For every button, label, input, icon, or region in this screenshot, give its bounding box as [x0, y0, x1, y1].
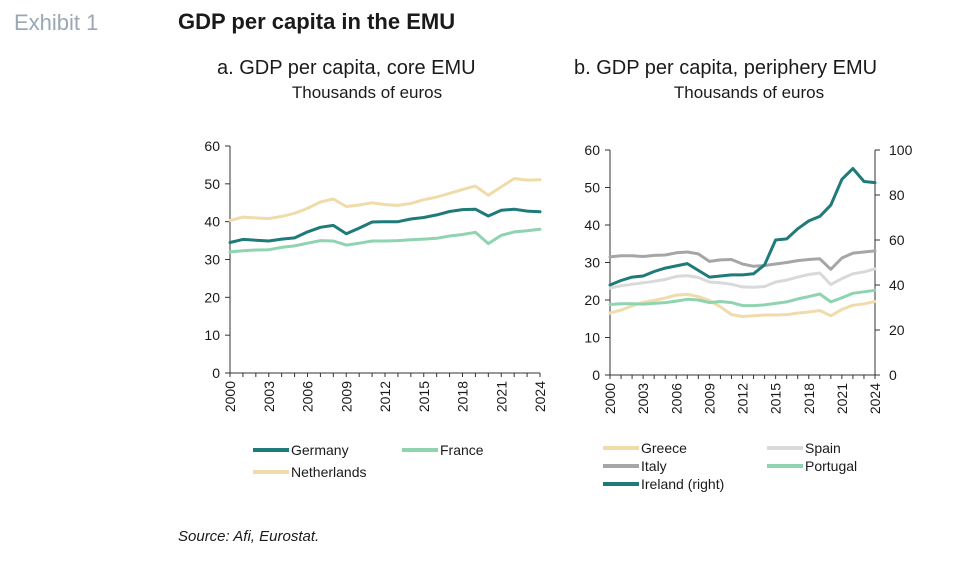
chart-a-x-tick-label: 2000 — [222, 381, 238, 412]
chart-a-y-tick-label: 40 — [204, 214, 220, 230]
chart-a-series-netherlands — [228, 177, 542, 222]
chart-b-x-tick-label: 2003 — [635, 383, 651, 414]
chart-b-y-tick-label: 50 — [584, 180, 600, 196]
legend-italy-label: Italy — [641, 458, 667, 474]
chart-a-y-tick-label: 60 — [204, 138, 220, 154]
chart-b-x-tick-label: 2021 — [834, 383, 850, 414]
source-note: Source: Afi, Eurostat. — [178, 528, 320, 545]
exhibit-label: Exhibit 1 — [14, 10, 99, 35]
chart-b-x-tick-label: 2000 — [602, 383, 618, 414]
legend-ireland: Ireland (right) — [603, 476, 724, 492]
chart-a-x-tick-label: 2003 — [261, 381, 277, 412]
page-title: GDP per capita in the EMU — [178, 9, 456, 34]
chart-b-y-tick-label: 30 — [584, 255, 600, 271]
chart-b-x-tick-label: 2015 — [768, 383, 784, 414]
legend-greece-swatch — [603, 446, 639, 450]
chart-b-series-spain — [608, 267, 877, 290]
legend-ireland-label: Ireland (right) — [641, 476, 725, 492]
chart-a-x-tick-label: 2018 — [455, 381, 471, 412]
chart-a-x-tick-label: 2015 — [416, 381, 432, 412]
chart-b-y2-tick-label: 100 — [889, 142, 913, 158]
legend-italy: Italy — [603, 458, 667, 474]
chart-b-y-tick-label: 60 — [584, 142, 600, 158]
legend-germany-label: Germany — [291, 442, 349, 458]
chart-a-x-tick-label: 2006 — [300, 381, 316, 412]
chart-a-y-tick-label: 10 — [204, 327, 220, 343]
chart-b-subtitle: Thousands of euros — [673, 83, 825, 102]
chart-a-x-tick-label: 2021 — [493, 381, 509, 412]
chart-b-x-tick-label: 2009 — [701, 383, 717, 414]
legend-france-swatch — [402, 448, 438, 452]
legend-netherlands: Netherlands — [253, 464, 367, 480]
chart-a-series-france — [228, 227, 542, 254]
chart-b-y-tick-label: 40 — [584, 217, 600, 233]
legend-germany-swatch — [253, 448, 289, 452]
chart-b-x-tick-label: 2018 — [801, 383, 817, 414]
legend-portugal: Portugal — [767, 458, 857, 474]
chart-a-x-tick-label: 2012 — [377, 381, 393, 412]
chart-a-y-tick-label: 0 — [212, 365, 220, 381]
legend-spain: Spain — [767, 440, 841, 456]
chart-b-x-tick-label: 2012 — [735, 383, 751, 414]
legend-spain-label: Spain — [805, 440, 841, 456]
chart-b-y-tick-label: 0 — [592, 367, 600, 383]
legend-netherlands-label: Netherlands — [291, 464, 367, 480]
chart-a-title: a. GDP per capita, core EMU — [217, 57, 476, 79]
legend-france-label: France — [440, 442, 484, 458]
chart-b-y2-tick-label: 0 — [889, 367, 897, 383]
legend-netherlands-swatch — [253, 470, 289, 474]
legend-ireland-swatch — [603, 482, 639, 486]
chart-a-y-tick-label: 50 — [204, 176, 220, 192]
chart-b-y2-tick-label: 80 — [889, 187, 905, 203]
legend-germany: Germany — [253, 442, 349, 458]
chart-a-y-tick-label: 30 — [204, 252, 220, 268]
chart-b-title: b. GDP per capita, periphery EMU — [574, 57, 878, 79]
chart-b-series-italy — [608, 249, 877, 271]
legend-italy-swatch — [603, 464, 639, 468]
chart-b-y-tick-label: 10 — [584, 330, 600, 346]
chart-a-series-germany — [228, 207, 542, 244]
legend-spain-swatch — [767, 446, 803, 450]
chart-b-x-tick-label: 2024 — [867, 383, 883, 414]
chart-a-y-tick-label: 20 — [204, 289, 220, 305]
chart-b-x-tick-label: 2006 — [668, 383, 684, 414]
chart-b-series-ireland-right — [608, 167, 877, 287]
chart-a-x-tick-label: 2024 — [532, 381, 548, 412]
legend-france: France — [402, 442, 484, 458]
chart-b-series-portugal — [608, 288, 877, 308]
legend-greece-label: Greece — [641, 440, 687, 456]
legend-greece: Greece — [603, 440, 687, 456]
legend-portugal-label: Portugal — [805, 458, 858, 474]
chart-b-y2-tick-label: 40 — [889, 277, 905, 293]
chart-b-series-greece — [608, 292, 877, 318]
chart-a-subtitle: Thousands of euros — [291, 83, 443, 102]
chart-b-y2-tick-label: 20 — [889, 322, 905, 338]
legend-portugal-swatch — [767, 464, 803, 468]
chart-b-y2-tick-label: 60 — [889, 232, 905, 248]
chart-b-y-tick-label: 20 — [584, 292, 600, 308]
chart-a-x-tick-label: 2009 — [338, 381, 354, 412]
